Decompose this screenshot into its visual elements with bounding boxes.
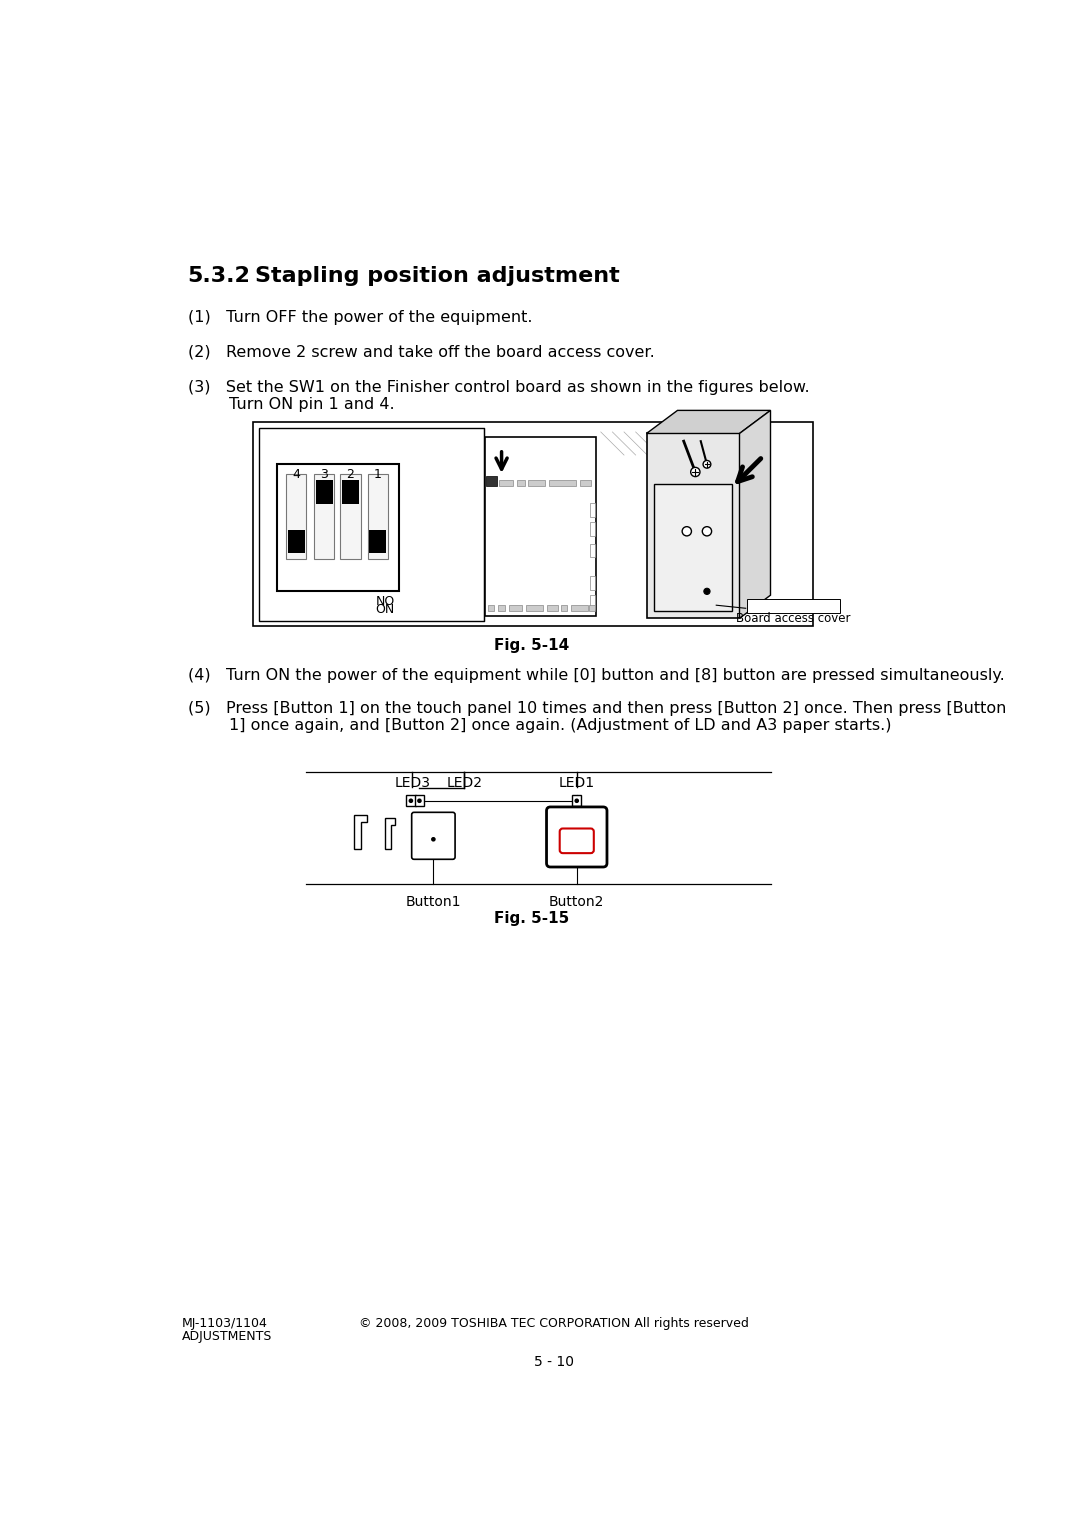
Bar (342, 481, 359, 504)
FancyBboxPatch shape (559, 829, 594, 854)
Text: LED2: LED2 (446, 776, 483, 789)
Bar (276, 464, 399, 591)
Bar (590, 522, 595, 536)
Text: Fig. 5-14: Fig. 5-14 (495, 638, 569, 652)
Circle shape (704, 588, 710, 594)
Bar (590, 576, 595, 589)
Polygon shape (740, 411, 770, 618)
Bar (572, 796, 581, 806)
Bar (590, 544, 595, 557)
Text: (3)   Set the SW1 on the Finisher control board as shown in the figures below.: (3) Set the SW1 on the Finisher control … (188, 380, 809, 394)
Circle shape (703, 461, 711, 469)
Bar (590, 502, 595, 516)
Text: ON: ON (376, 603, 394, 615)
Bar (654, 484, 732, 611)
Bar (485, 437, 596, 615)
Text: LED1: LED1 (558, 776, 595, 789)
Bar (286, 475, 307, 559)
Text: 5 - 10: 5 - 10 (534, 1354, 573, 1370)
Bar (315, 481, 333, 504)
Text: (5)   Press [Button 1] on the touch panel 10 times and then press [Button 2] onc: (5) Press [Button 1] on the touch panel … (188, 701, 1007, 716)
Text: 3: 3 (320, 469, 328, 481)
Circle shape (417, 799, 422, 803)
FancyBboxPatch shape (411, 812, 455, 860)
Bar (580, 479, 591, 486)
Bar (369, 530, 387, 553)
Text: 1: 1 (374, 469, 381, 481)
Bar (528, 479, 545, 486)
Text: 4: 4 (293, 469, 300, 481)
Polygon shape (354, 814, 367, 849)
Bar (499, 479, 513, 486)
Bar (590, 596, 595, 609)
FancyBboxPatch shape (546, 806, 607, 867)
Circle shape (431, 837, 435, 841)
Circle shape (575, 799, 579, 803)
Bar (549, 479, 576, 486)
Bar (562, 605, 567, 611)
Text: ADJUSTMENTS: ADJUSTMENTS (181, 1330, 272, 1342)
Text: (2)   Remove 2 screw and take off the board access cover.: (2) Remove 2 screw and take off the boar… (188, 345, 654, 360)
Polygon shape (647, 411, 770, 434)
Text: Turn ON pin 1 and 4.: Turn ON pin 1 and 4. (188, 397, 394, 412)
Text: Board access cover: Board access cover (737, 612, 851, 625)
Bar (488, 605, 494, 611)
Bar (590, 605, 595, 611)
Text: 1] once again, and [Button 2] once again. (Adjustment of LD and A3 paper starts.: 1] once again, and [Button 2] once again… (188, 718, 891, 733)
Bar (548, 605, 558, 611)
Bar (406, 796, 416, 806)
Text: (1)   Turn OFF the power of the equipment.: (1) Turn OFF the power of the equipment. (188, 310, 532, 325)
Bar (747, 599, 840, 612)
Bar (498, 605, 505, 611)
Text: Stapling position adjustment: Stapling position adjustment (255, 266, 620, 287)
Bar (526, 605, 542, 611)
Text: (4)   Turn ON the power of the equipment while [0] button and [8] button are pre: (4) Turn ON the power of the equipment w… (188, 669, 1004, 684)
Bar (647, 434, 740, 618)
Bar (486, 476, 497, 486)
Bar (314, 475, 334, 559)
Text: Button2: Button2 (549, 895, 605, 910)
Circle shape (691, 467, 700, 476)
Bar (253, 421, 813, 626)
Text: © 2008, 2009 TOSHIBA TEC CORPORATION All rights reserved: © 2008, 2009 TOSHIBA TEC CORPORATION All… (359, 1316, 748, 1330)
Text: Fig. 5-15: Fig. 5-15 (495, 912, 569, 925)
Text: 5.3.2: 5.3.2 (188, 266, 251, 287)
Circle shape (683, 527, 691, 536)
Bar (367, 475, 388, 559)
Bar (415, 796, 424, 806)
Bar (510, 605, 522, 611)
Text: NO: NO (376, 596, 394, 608)
Text: LED3: LED3 (394, 776, 431, 789)
Bar (517, 479, 525, 486)
Bar (570, 605, 588, 611)
Text: Button1: Button1 (406, 895, 461, 910)
Bar (259, 428, 484, 620)
Bar (287, 530, 305, 553)
Circle shape (408, 799, 414, 803)
Text: MJ-1103/1104: MJ-1103/1104 (181, 1316, 268, 1330)
Text: 2: 2 (347, 469, 354, 481)
Circle shape (702, 527, 712, 536)
Bar (340, 475, 361, 559)
Polygon shape (384, 818, 395, 849)
